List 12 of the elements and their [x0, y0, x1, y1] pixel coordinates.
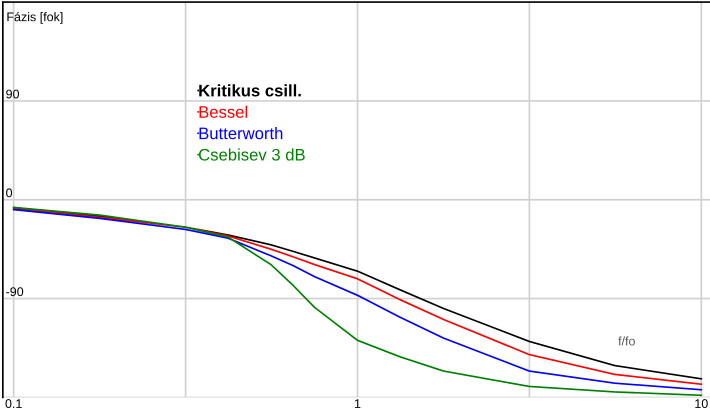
y-tick-label: -90 — [6, 287, 24, 296]
y-axis-title: Fázis [fok] — [7, 12, 62, 24]
legend-label: Bessel — [200, 106, 248, 118]
y-tick-label: 90 — [6, 90, 20, 98]
x-tick-label: 1 — [354, 399, 360, 408]
legend-label: Kritikus csill. — [199, 84, 301, 97]
x-axis-title: f/fo — [618, 336, 635, 346]
legend-label: Csebisev 3 dB — [199, 148, 305, 161]
x-tick-label: 0.1 — [5, 399, 22, 408]
legend-label: Butterworth — [200, 127, 282, 140]
y-tick-label: 0 — [6, 188, 12, 198]
x-tick-label: 10 — [695, 399, 708, 408]
